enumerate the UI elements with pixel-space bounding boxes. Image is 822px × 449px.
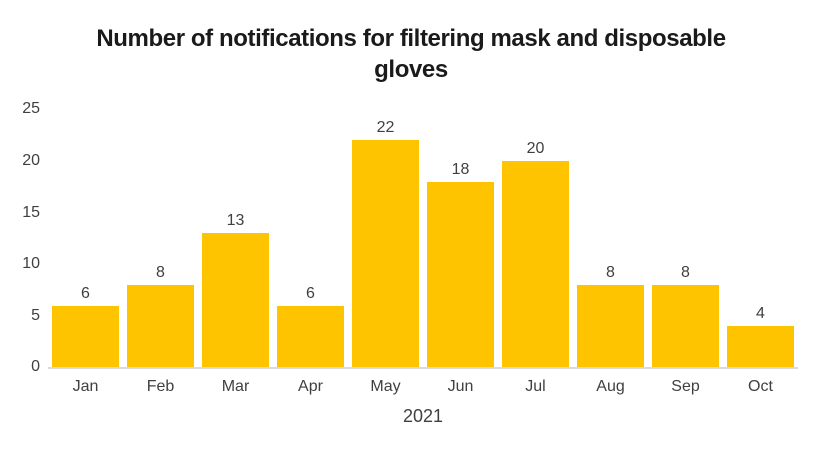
chart-body: 0 5 10 15 20 25 6 8 13 6 22 18 20 8 8 4 Jan Feb Mar Apr Ma… [0,101,822,426]
plot-area: 6 8 13 6 22 18 20 8 8 4 [48,109,798,370]
x-tick-label: Sep [671,378,700,396]
y-tick-label: 0 [31,358,40,376]
y-axis: 0 5 10 15 20 25 [0,101,48,375]
bar-may [352,140,419,368]
y-tick-label: 10 [22,255,40,273]
bar-cell-mar: 13 [198,109,273,368]
bar-value-label: 18 [451,160,470,178]
bar-sep [652,284,719,368]
x-tick-label: Oct [748,378,773,396]
bar-cell-sep: 8 [648,109,723,368]
x-axis-title: 2021 [402,406,444,427]
x-tick-label: Mar [221,378,250,396]
bar-cell-oct: 4 [723,109,798,368]
bar-value-label: 6 [306,284,315,302]
x-tick-label: Feb [146,378,175,396]
bar-jan [52,305,119,368]
x-tick-label: Jun [447,378,474,396]
bar-value-label: 13 [226,212,245,230]
chart-title: Number of notifications for filtering ma… [96,25,726,83]
y-tick-label: 25 [22,100,40,118]
bar-value-label: 4 [756,305,765,323]
y-tick-label: 15 [22,203,40,221]
bar-cell-jul: 20 [498,109,573,368]
bar-jun [427,181,494,368]
x-tick-label: May [370,378,401,396]
bar-cell-apr: 6 [273,109,348,368]
bar-value-label: 8 [156,263,165,281]
bar-aug [577,284,644,368]
bar-value-label: 8 [681,263,690,281]
bar-value-label: 22 [376,119,395,137]
bar-cell-may: 22 [348,109,423,368]
bar-cell-feb: 8 [123,109,198,368]
bar-cell-jun: 18 [423,109,498,368]
y-tick-label: 20 [22,152,40,170]
x-tick-label: Jul [525,378,546,396]
x-tick-label: Aug [596,378,625,396]
bar-value-label: 20 [526,140,545,158]
bar-jul [502,161,569,368]
bar-value-label: 6 [81,284,90,302]
x-tick-label: Jan [72,378,99,396]
bar-cell-jan: 6 [48,109,123,368]
bar-oct [727,326,794,368]
bar-apr [277,305,344,368]
x-axis: Jan Feb Mar Apr May Jun Jul Aug Sep Oct [48,378,798,396]
bar-value-label: 8 [606,263,615,281]
plot-column: 6 8 13 6 22 18 20 8 8 4 Jan Feb Mar Apr May Jun Jul Aug S… [48,109,798,426]
y-tick-label: 5 [31,306,40,324]
x-tick-label: Apr [298,378,323,396]
bar-mar [202,233,269,368]
bar-feb [127,284,194,368]
bar-cell-aug: 8 [573,109,648,368]
